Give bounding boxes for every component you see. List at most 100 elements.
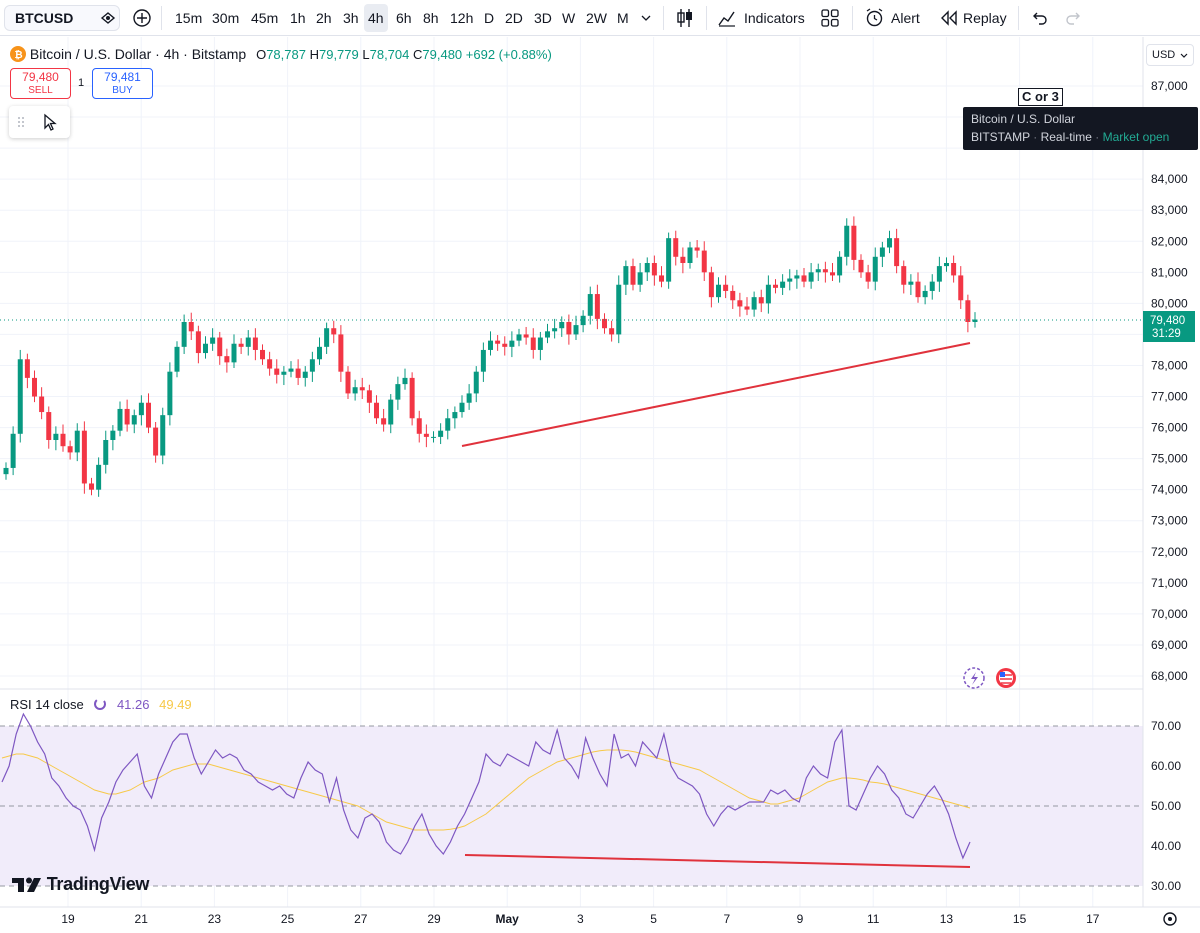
candle-body	[452, 412, 458, 419]
candle-body	[701, 250, 707, 273]
alert-button[interactable]: Alert	[864, 0, 926, 36]
candle-body	[687, 247, 693, 263]
wave-annotation[interactable]: C or 3	[1018, 88, 1063, 106]
timeframe-12h[interactable]: 12h	[450, 10, 474, 26]
candle-body	[359, 387, 365, 391]
timeframe-3h[interactable]: 3h	[343, 10, 359, 26]
brand-name: TradingView	[46, 874, 150, 894]
symbol-options-icon[interactable]	[100, 10, 116, 26]
redo-icon[interactable]	[1065, 9, 1083, 27]
lightning-icon[interactable]	[963, 667, 985, 689]
buy-button[interactable]: 79,481 BUY	[92, 68, 153, 99]
us-flag-icon[interactable]	[996, 668, 1016, 688]
candle-body	[81, 430, 87, 484]
candle-body	[167, 371, 173, 416]
candle-body	[708, 272, 714, 298]
layouts-grid-icon[interactable]	[820, 8, 840, 28]
rsi-band	[0, 725, 1143, 887]
candle-body	[402, 377, 408, 385]
candle-body	[780, 281, 786, 288]
candle-body	[509, 340, 515, 347]
time-tick-label: 17	[1086, 912, 1100, 926]
price-tick-label: 81,000	[1151, 265, 1188, 279]
rsi-value: 41.26	[116, 697, 150, 712]
timeframe-8h[interactable]: 8h	[423, 10, 439, 26]
candle-body	[765, 284, 771, 304]
candle-body	[851, 225, 857, 260]
candle-body	[587, 294, 593, 316]
tooltip-details: BITSTAMP · Real-time · Market open	[971, 130, 1170, 144]
high-label: H	[309, 47, 319, 62]
cursor-arrow-icon[interactable]	[42, 113, 58, 131]
candle-body	[24, 359, 30, 378]
candle-body	[46, 412, 52, 440]
timeframe-M[interactable]: M	[617, 10, 629, 26]
timeframe-6h[interactable]: 6h	[396, 10, 412, 26]
candle-style-icon[interactable]	[674, 7, 696, 29]
chart-title: Bitcoin / U.S. Dollar · 4h · Bitstamp	[29, 46, 247, 62]
close-label: C	[413, 47, 423, 62]
candle-body	[623, 266, 629, 285]
candle-body	[637, 272, 643, 285]
timeframe-2h[interactable]: 2h	[316, 10, 332, 26]
time-tick-label: 7	[723, 912, 730, 926]
time-tick-label: 5	[650, 912, 657, 926]
toolbar-divider	[1018, 6, 1019, 30]
drawing-toolbar	[9, 106, 70, 138]
candle-body	[317, 346, 322, 360]
buy-label: BUY	[112, 85, 133, 96]
candle-body	[131, 415, 137, 425]
candle-body	[523, 334, 529, 338]
timeframe-15m[interactable]: 15m	[175, 10, 203, 26]
candle-body	[281, 371, 287, 375]
timeframe-30m[interactable]: 30m	[212, 10, 240, 26]
timeframe-4h[interactable]: 4h	[364, 4, 388, 32]
open-label: O	[256, 47, 267, 62]
symbol-tooltip: Bitcoin / U.S. Dollar BITSTAMP · Real-ti…	[963, 107, 1198, 150]
replay-button[interactable]: Replay	[940, 0, 1010, 36]
candle-body	[559, 322, 565, 329]
indicators-icon	[718, 11, 735, 27]
timeframe-1h[interactable]: 1h	[290, 10, 306, 26]
candle-body	[10, 433, 16, 468]
candle-body	[908, 281, 914, 285]
settings-gear-icon[interactable]	[1163, 912, 1177, 926]
candle-body	[117, 408, 123, 431]
candle-body	[644, 263, 650, 273]
timeframe-dropdown-icon[interactable]	[640, 12, 652, 24]
candle-body	[381, 418, 387, 425]
rsi-tick-label: 40.00	[1151, 839, 1181, 853]
currency-selector[interactable]: USD	[1146, 44, 1194, 66]
rsi-ma-line	[1, 749, 971, 831]
symbol-search-button[interactable]: BTCUSD	[4, 5, 120, 31]
add-symbol-icon[interactable]	[132, 8, 152, 28]
replay-label: Replay	[963, 10, 1007, 26]
candle-body	[160, 415, 166, 456]
timeframe-2D[interactable]: 2D	[505, 10, 523, 26]
sell-button[interactable]: 79,480 SELL	[10, 68, 71, 99]
indicators-button[interactable]: Indicators	[717, 0, 809, 36]
candle-body	[723, 284, 729, 291]
candle-body	[936, 266, 942, 282]
candle-body	[894, 238, 900, 267]
rsi-line	[1, 712, 971, 860]
price-tick-label: 75,000	[1151, 452, 1188, 466]
timeframe-3D[interactable]: 3D	[534, 10, 552, 26]
svg-text:₿: ₿	[15, 49, 23, 61]
timeframe-2W[interactable]: 2W	[586, 10, 607, 26]
timeframe-D[interactable]: D	[484, 10, 495, 26]
candle-body	[815, 269, 821, 273]
candle-body	[915, 281, 921, 298]
candle-body	[445, 418, 451, 431]
undo-icon[interactable]	[1030, 9, 1048, 27]
candle-body	[295, 368, 301, 378]
alarm-clock-icon	[866, 8, 883, 27]
timeframe-45m[interactable]: 45m	[251, 10, 279, 26]
candle-body	[146, 402, 151, 428]
timeframe-W[interactable]: W	[562, 10, 576, 26]
toolbar-divider	[663, 6, 664, 30]
drag-handle-icon[interactable]	[17, 116, 25, 128]
candle-body	[566, 322, 572, 335]
candle-body	[96, 464, 102, 490]
